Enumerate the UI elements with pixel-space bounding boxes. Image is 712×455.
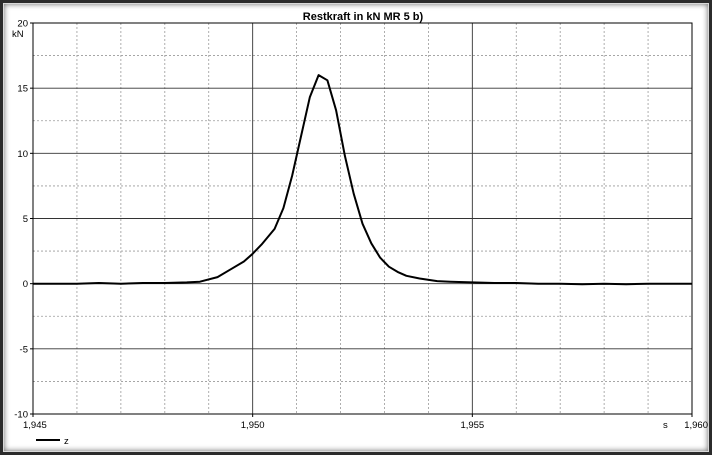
y-tick-label: 10 — [17, 149, 28, 160]
x-tick-labels: 1,945 1,950 1,955 1,960 — [23, 414, 708, 431]
series-line-z — [33, 74, 692, 286]
x-tick-label: 1,960 — [684, 420, 708, 431]
x-tick-label: 1,945 — [23, 420, 47, 431]
major-grid — [33, 23, 692, 414]
chart-frame: 20 15 10 5 0 -5 -10 1,945 1,950 1,955 1,960 Restk… — [3, 3, 709, 452]
y-tick-label: 15 — [17, 84, 28, 95]
chart-title: Restkraft in kN MR 5 b) — [303, 11, 424, 23]
legend: z — [36, 436, 69, 447]
y-tick-label: 0 — [23, 279, 28, 290]
y-tick-label: -5 — [20, 344, 28, 355]
y-tick-label: 5 — [23, 214, 28, 225]
y-axis-unit-label: kN — [12, 29, 24, 40]
legend-label-z: z — [64, 436, 69, 447]
chart-svg: 20 15 10 5 0 -5 -10 1,945 1,950 1,955 1,960 Restk… — [12, 11, 708, 447]
x-axis-unit-label: s — [663, 420, 668, 431]
x-tick-label: 1,950 — [241, 420, 265, 431]
x-tick-label: 1,955 — [460, 420, 484, 431]
y-tick-labels: 20 15 10 5 0 -5 -10 — [14, 19, 33, 421]
y-tick-label: -10 — [14, 410, 28, 421]
y-tick-label: 20 — [17, 19, 28, 30]
series-lines — [33, 74, 692, 286]
